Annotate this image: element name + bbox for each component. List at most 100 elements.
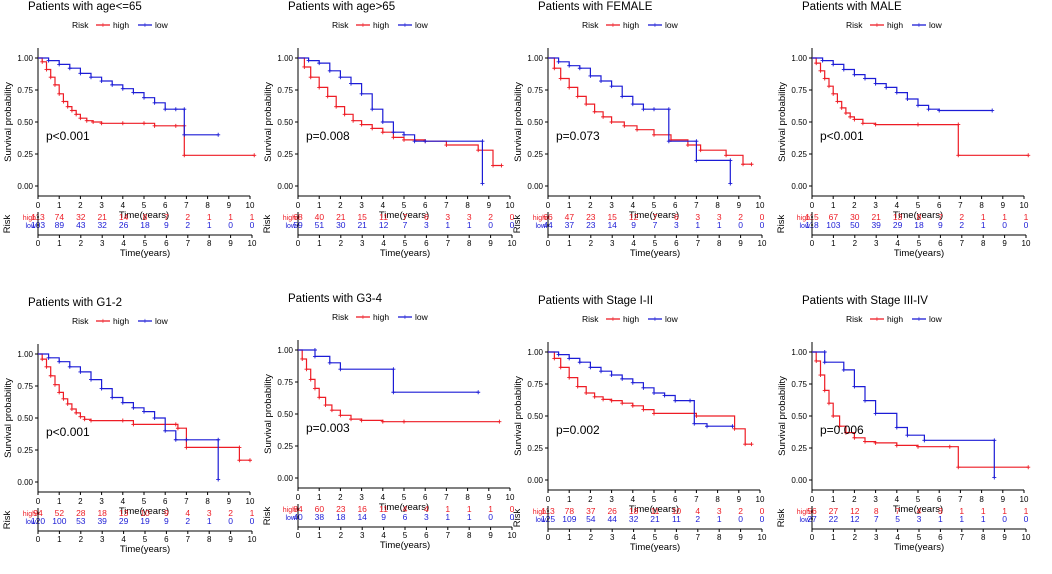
censor-mark-low xyxy=(728,181,733,186)
censor-mark-low xyxy=(852,72,857,77)
risk-x-tick-label: 10 xyxy=(758,239,767,248)
legend-label-high: high xyxy=(113,20,129,30)
risk-count-high: 74 xyxy=(55,212,65,222)
risk-table-title: Risk xyxy=(776,215,787,234)
legend-label-low: low xyxy=(155,316,169,326)
risk-count-high: 1 xyxy=(1024,212,1029,222)
p-value: p=0.073 xyxy=(556,129,600,143)
risk-count-low: 29 xyxy=(893,220,903,230)
x-tick-label: 6 xyxy=(423,493,428,502)
censor-mark-low xyxy=(556,352,561,357)
x-axis-label: Time(years) xyxy=(379,502,429,513)
censor-mark-high xyxy=(1026,153,1031,158)
censor-mark-low xyxy=(78,369,83,374)
legend: Risk + high + low xyxy=(582,314,679,324)
x-tick-label: 0 xyxy=(810,201,815,210)
x-tick-label: 3 xyxy=(99,497,104,506)
panel-title: Patients with Stage III-IV xyxy=(802,295,928,307)
risk-x-tick-label: 3 xyxy=(360,531,365,540)
censor-mark-high xyxy=(78,414,83,419)
censor-mark-high xyxy=(491,163,496,168)
risk-table-title: Risk xyxy=(512,215,523,234)
legend-label-low: low xyxy=(929,314,943,324)
censor-mark-low xyxy=(78,71,83,76)
censor-mark-low xyxy=(142,95,146,100)
risk-count-low: 53 xyxy=(76,516,86,526)
risk-count-low: 11 xyxy=(672,514,681,524)
risk-x-tick-label: 1 xyxy=(57,535,62,544)
risk-x-tick-label: 5 xyxy=(143,239,148,248)
x-tick-label: 6 xyxy=(163,497,168,506)
y-tick-label: 0.75 xyxy=(791,380,807,389)
censor-mark-low xyxy=(46,355,51,360)
censor-mark-high xyxy=(317,85,322,90)
risk-count-high: 1 xyxy=(228,212,233,222)
legend-plus-icon: + xyxy=(917,315,922,324)
legend-title: Risk xyxy=(332,20,349,30)
censor-mark-low xyxy=(402,132,406,137)
censor-mark-low xyxy=(182,107,187,112)
x-tick-label: 8 xyxy=(979,495,984,504)
censor-mark-high xyxy=(444,143,449,148)
risk-x-tick-label: 0 xyxy=(36,239,41,248)
y-tick-label: 0.00 xyxy=(17,478,33,487)
y-axis-label: Survival probability xyxy=(3,378,14,458)
risk-x-tick-label: 1 xyxy=(831,533,836,542)
risk-count-low: 3 xyxy=(424,220,429,230)
censor-mark-low xyxy=(423,139,428,144)
risk-x-axis-label: Time(years) xyxy=(894,542,944,553)
censor-mark-low xyxy=(922,438,927,443)
panel-title: Patients with Stage I-II xyxy=(538,295,653,307)
x-tick-label: 10 xyxy=(1020,495,1029,504)
risk-x-tick-label: 8 xyxy=(467,239,472,248)
y-tick-label: 1.00 xyxy=(277,346,293,355)
risk-count-high: 10 xyxy=(140,508,150,518)
risk-count-low: 1 xyxy=(717,220,722,230)
legend: Risk + high + low xyxy=(332,312,429,322)
risk-x-tick-label: 8 xyxy=(467,531,472,540)
censor-mark-high xyxy=(652,411,656,416)
censor-mark-high xyxy=(252,153,257,158)
legend-label-high: high xyxy=(887,314,903,324)
risk-count-low: 38 xyxy=(315,512,325,522)
y-axis-label: Survival probability xyxy=(777,376,788,456)
km-curve-high xyxy=(298,57,502,167)
legend-plus-icon: + xyxy=(361,313,366,322)
x-tick-label: 8 xyxy=(715,495,720,504)
risk-count-low: 1 xyxy=(207,516,212,526)
risk-count-low: 1 xyxy=(207,220,212,230)
x-tick-label: 5 xyxy=(916,201,921,210)
censor-mark-high xyxy=(84,118,89,123)
censor-mark-high xyxy=(894,443,899,448)
censor-mark-high xyxy=(184,445,189,450)
censor-mark-low xyxy=(556,59,561,64)
censor-mark-high xyxy=(620,401,625,406)
censor-mark-high xyxy=(822,388,827,393)
x-tick-label: 1 xyxy=(57,497,62,506)
legend-plus-icon: + xyxy=(143,317,148,326)
x-tick-label: 1 xyxy=(317,201,322,210)
risk-x-tick-label: 6 xyxy=(674,239,679,248)
risk-count-high: 1 xyxy=(981,212,986,222)
censor-mark-high xyxy=(592,109,597,114)
risk-count-high: 30 xyxy=(850,212,860,222)
censor-mark-low xyxy=(110,395,115,400)
censor-mark-high xyxy=(835,99,840,104)
risk-count-high: 60 xyxy=(315,504,325,514)
censor-mark-low xyxy=(905,433,910,438)
risk-count-low: 0 xyxy=(738,220,743,230)
risk-x-tick-label: 2 xyxy=(853,533,858,542)
censor-mark-high xyxy=(558,365,563,370)
risk-count-high: 0 xyxy=(760,212,765,222)
legend-title: Risk xyxy=(582,20,599,30)
risk-x-tick-label: 4 xyxy=(895,533,900,542)
y-tick-label: 0.25 xyxy=(527,150,543,159)
y-tick-label: 0.00 xyxy=(791,476,807,485)
censor-mark-high xyxy=(567,375,572,380)
km-curve-low xyxy=(38,353,219,480)
x-tick-label: 4 xyxy=(895,201,900,210)
censor-mark-low xyxy=(391,390,396,395)
risk-x-tick-label: 5 xyxy=(917,533,922,542)
